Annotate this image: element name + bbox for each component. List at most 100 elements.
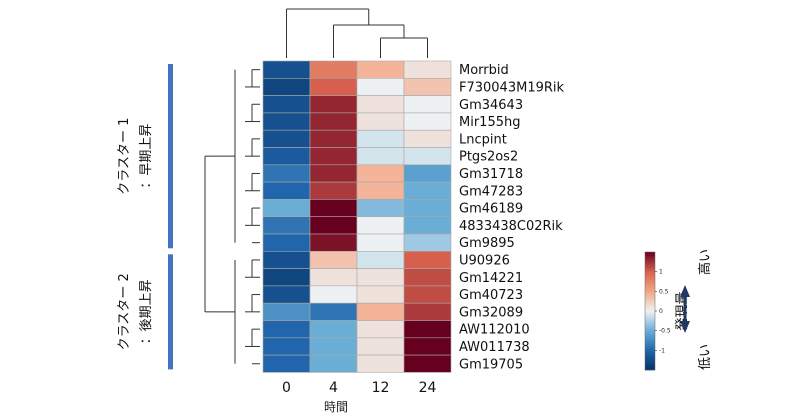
heatmap-cell	[356, 164, 405, 183]
heatmap-cell	[309, 164, 358, 183]
colorbar-segment	[645, 318, 655, 322]
heatmap-cell	[356, 233, 405, 252]
heatmap-cell	[309, 147, 358, 166]
colorbar-segment	[645, 316, 655, 320]
colorbar-segment	[645, 340, 655, 343]
gene-label: Gm47283	[459, 184, 523, 199]
heatmap-cell	[262, 354, 311, 373]
x-tick-label: 24	[419, 380, 437, 396]
heatmap-cell	[262, 78, 311, 96]
colorbar-tick-label: -1	[659, 347, 665, 354]
colorbar-tick-label: 0	[659, 308, 663, 315]
colorbar-segment	[645, 334, 655, 337]
heatmap-cell	[262, 285, 311, 304]
gene-labels: Morrbid F730043M19Rik Gm34643 Mir155hg Lncpi…	[459, 63, 565, 372]
colorbar-segment	[645, 291, 655, 294]
colorbar-segment	[645, 305, 655, 308]
colorbar-segment	[645, 285, 655, 288]
heatmap-cell	[403, 181, 452, 200]
heatmap-cell	[356, 95, 405, 114]
x-tick-label: 0	[282, 380, 291, 396]
high-label: 高い	[697, 249, 713, 275]
colorbar-segment	[645, 299, 655, 302]
gene-label: Gm14221	[459, 271, 523, 286]
heatmap-cell	[262, 233, 311, 252]
heatmap-cell	[309, 354, 358, 373]
heatmap-cell	[309, 251, 358, 269]
heatmap-cell	[262, 60, 311, 79]
colorbar-segment	[645, 255, 655, 259]
colorbar-segment	[645, 261, 655, 265]
gene-label: Gm31718	[459, 167, 523, 182]
heatmap-cell	[403, 320, 452, 339]
colorbar-segment	[645, 360, 655, 363]
colorbar-segment	[645, 352, 655, 355]
colorbar-segment	[645, 309, 655, 312]
low-label: 低い	[698, 344, 713, 370]
cluster-title: クラスター 1	[117, 118, 132, 195]
colorbar-segment	[645, 279, 655, 282]
colorbar-segment	[645, 364, 655, 367]
colorbar-segment	[645, 362, 655, 365]
colorbar-segment	[645, 354, 655, 357]
colorbar-segment	[645, 289, 655, 292]
colorbar-segment	[645, 336, 655, 339]
colorbar-segment	[645, 330, 655, 333]
heatmap-cell	[403, 216, 452, 235]
heatmap-cell	[262, 320, 311, 339]
heatmap-cell	[356, 354, 405, 373]
colorbar-segment	[645, 265, 655, 269]
colorbar-segment	[645, 358, 655, 361]
heatmap-cell	[356, 181, 405, 200]
heatmap-cell	[403, 60, 452, 79]
heatmap-cell	[356, 216, 405, 235]
gene-label: Ptgs2os2	[459, 150, 518, 165]
heatmap-cell	[356, 302, 405, 321]
heatmap-cell	[356, 147, 405, 166]
colorbar-tick-label: -0.5	[659, 328, 671, 335]
colorbar-segment	[645, 326, 655, 329]
gene-label: Gm46189	[459, 202, 523, 217]
heatmap-cell	[403, 268, 452, 287]
heatmap-cell	[262, 112, 311, 131]
heatmap-cell	[309, 112, 358, 131]
cluster-subtitle: ：後期上昇	[139, 279, 154, 344]
heatmap-cell	[309, 78, 358, 96]
heatmap-cell	[262, 181, 311, 200]
colorbar-segment	[645, 293, 655, 296]
colorbar-segment	[645, 257, 655, 261]
heatmap-cell	[262, 302, 311, 321]
gene-label: Morrbid	[459, 63, 509, 78]
heatmap-cell	[356, 129, 405, 148]
colorbar-segment	[645, 311, 655, 314]
heatmap-cell	[309, 199, 358, 217]
heatmap-cell	[262, 251, 311, 269]
gene-label: Gm40723	[459, 288, 523, 303]
colorbar-segment	[645, 303, 655, 306]
heatmap-cell	[309, 129, 358, 148]
heatmap-cell	[262, 199, 311, 217]
colorbar-segment	[645, 283, 655, 286]
gene-label: Gm19705	[459, 357, 523, 372]
colorbar-segment	[645, 263, 655, 267]
colorbar: 1 0.5 0 -0.5 -1	[644, 251, 671, 371]
heatmap-cell	[403, 285, 452, 304]
colorbar-tick-label: 0.5	[659, 288, 669, 295]
colorbar-segment	[645, 338, 655, 341]
cluster-title: クラスター 2	[117, 273, 132, 350]
colorbar-segment	[645, 259, 655, 263]
gene-label: Mir155hg	[459, 115, 520, 130]
gene-label: U90926	[459, 253, 510, 268]
colorbar-tick-label: 1	[659, 269, 663, 276]
heatmap-cell	[356, 320, 405, 339]
heatmap-cell	[309, 285, 358, 304]
row-dendrogram	[204, 69, 260, 365]
heatmap-cell	[309, 320, 358, 339]
colorbar-segment	[645, 295, 655, 298]
heatmap-cell	[403, 354, 452, 373]
gene-label: Lncpint	[459, 132, 507, 147]
double-arrow-icon	[680, 285, 690, 333]
heatmap-cell	[262, 147, 311, 166]
colorbar-segment	[645, 287, 655, 290]
